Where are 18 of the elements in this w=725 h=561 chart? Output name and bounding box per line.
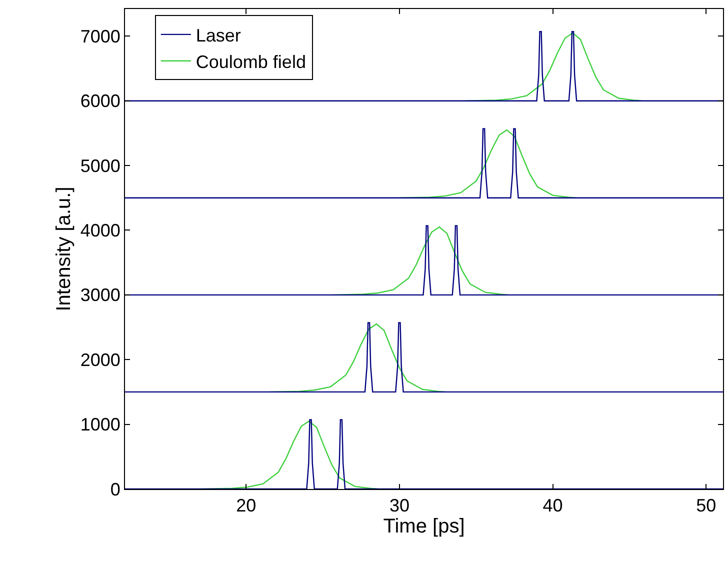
line-series bbox=[464, 32, 642, 102]
y-tick-label: 4000 bbox=[80, 220, 120, 241]
y-tick-label: 3000 bbox=[80, 285, 120, 306]
x-axis-title: Time [ps] bbox=[383, 516, 465, 538]
y-tick-label: 2000 bbox=[80, 350, 120, 370]
y-axis-title: Intensity [a.u.] bbox=[52, 186, 75, 312]
x-tick-label: 20 bbox=[236, 496, 256, 516]
y-tick-label: 5000 bbox=[80, 156, 120, 176]
legend-label: Coulomb field bbox=[196, 52, 306, 72]
x-tick-label: 40 bbox=[542, 496, 563, 516]
x-tick-label: 30 bbox=[389, 496, 410, 516]
x-tick-label: 50 bbox=[696, 496, 716, 516]
y-tick-label: 7000 bbox=[80, 26, 120, 46]
y-tick-label: 0 bbox=[110, 479, 120, 500]
legend-label: Laser bbox=[196, 25, 241, 46]
y-tick-label: 6000 bbox=[80, 91, 120, 112]
line-series bbox=[398, 129, 576, 198]
y-tick-label: 1000 bbox=[80, 414, 120, 435]
